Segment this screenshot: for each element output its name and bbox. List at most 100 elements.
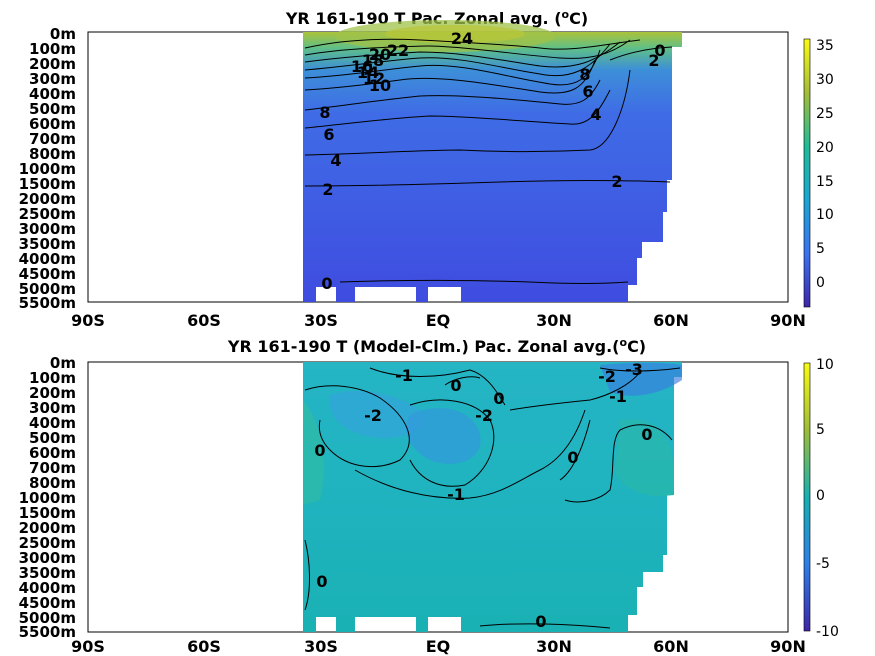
panel2-ytick: 300m: [29, 399, 76, 417]
svg-text:-5: -5: [816, 556, 830, 572]
svg-text:15: 15: [816, 174, 834, 190]
panel1-contours: [304, 38, 673, 284]
panel1-ytick: 1500m: [19, 175, 76, 193]
svg-text:2: 2: [322, 180, 333, 199]
panel1-xtick: EQ: [426, 311, 451, 330]
panel1-ytick: 2000m: [19, 190, 76, 208]
panel1-ytick: 5500m: [19, 294, 76, 312]
svg-text:5: 5: [816, 241, 825, 257]
panel1-ytick: 5000m: [19, 280, 76, 298]
panel1-x-axis: 90S 60S 30S EQ 30N 60N 90N: [71, 311, 806, 330]
panel1-ytick: 1000m: [19, 160, 76, 178]
panel1-ytick: 400m: [29, 85, 76, 103]
panel1-xtick: 90N: [770, 311, 806, 330]
panel2-contours: [304, 367, 681, 629]
svg-text:-2: -2: [598, 367, 616, 386]
panel2-ytick: 2000m: [19, 519, 76, 537]
panel2-ytick: 2500m: [19, 534, 76, 552]
svg-text:4: 4: [330, 151, 341, 170]
panel2-ytick: 0m: [50, 354, 76, 372]
svg-text:14: 14: [357, 63, 379, 82]
panel2-ytick: 600m: [29, 444, 76, 462]
svg-text:6: 6: [323, 125, 334, 144]
panel2-ytick: 4500m: [19, 594, 76, 612]
svg-text:2: 2: [611, 172, 622, 191]
panel2-x-axis: 90S 60S 30S EQ 30N 60N 90N: [71, 637, 806, 656]
panel-temperature: YR 161-190 T Pac. Zonal avg. (oC) 24 22: [19, 8, 834, 330]
panel1-ytick: 800m: [29, 145, 76, 163]
panel2-ytick: 3000m: [19, 549, 76, 567]
svg-text:30: 30: [816, 72, 834, 88]
panel2-title: YR 161-190 T (Model-Clm.) Pac. Zonal avg…: [227, 336, 646, 356]
svg-text:-3: -3: [625, 360, 643, 379]
panel1-xtick: 30N: [536, 311, 572, 330]
svg-text:0: 0: [450, 376, 461, 395]
panel1-xtick: 30S: [304, 311, 338, 330]
svg-text:2: 2: [648, 51, 659, 70]
panel1-ytick: 700m: [29, 130, 76, 148]
panel2-cold-blob: [329, 390, 423, 439]
svg-text:25: 25: [816, 106, 834, 122]
panel1-ytick: 200m: [29, 55, 76, 73]
panel1-ytick: 2500m: [19, 205, 76, 223]
svg-text:0: 0: [816, 275, 825, 291]
panel2-ytick: 100m: [29, 369, 76, 387]
svg-text:-1: -1: [447, 485, 465, 504]
svg-text:0: 0: [535, 612, 546, 631]
panel2-ytick: 700m: [29, 459, 76, 477]
panel1-ytick: 600m: [29, 115, 76, 133]
svg-text:0: 0: [321, 274, 332, 293]
panel2-xtick: 90S: [71, 637, 105, 656]
panel2-y-axis: 0m 100m 200m 300m 400m 500m 600m 700m 80…: [19, 354, 76, 641]
panel2-cold-blob: [406, 407, 481, 464]
svg-text:-1: -1: [609, 387, 627, 406]
svg-text:0: 0: [816, 488, 825, 504]
panel1-ytick: 4500m: [19, 265, 76, 283]
svg-text:16: 16: [351, 57, 373, 76]
svg-text:20: 20: [369, 45, 391, 64]
panel1-xtick: 60N: [653, 311, 689, 330]
svg-text:-10: -10: [816, 624, 839, 640]
svg-text:22: 22: [387, 41, 409, 60]
panel2-xtick: 30N: [536, 637, 572, 656]
svg-text:8: 8: [319, 103, 330, 122]
svg-text:0: 0: [493, 389, 504, 408]
panel1-ytick: 100m: [29, 40, 76, 58]
panel2-ytick: 200m: [29, 384, 76, 402]
panel1-field: [303, 32, 682, 302]
svg-text:35: 35: [816, 38, 834, 54]
panel1-warm-core: [385, 25, 525, 43]
panel2-ytick: 5000m: [19, 609, 76, 627]
svg-text:-2: -2: [475, 406, 493, 425]
panel2-ytick: 4000m: [19, 579, 76, 597]
panel2-xtick: 30S: [304, 637, 338, 656]
svg-text:0: 0: [314, 441, 325, 460]
panel1-y-axis: 0m 100m 200m 300m 400m 500m 600m 700m 80…: [19, 25, 76, 312]
panel2-xtick: 60S: [187, 637, 221, 656]
svg-text:4: 4: [590, 105, 601, 124]
panel1-contour-labels: 24 22 20 18 16 14 12 10 8 6 4 2 0 0 2 4 …: [319, 29, 665, 293]
panel2-warm-blob: [615, 419, 674, 497]
svg-text:0: 0: [641, 425, 652, 444]
svg-text:0: 0: [316, 572, 327, 591]
svg-text:6: 6: [582, 82, 593, 101]
svg-text:12: 12: [363, 69, 385, 88]
panel1-xtick: 90S: [71, 311, 105, 330]
svg-text:8: 8: [579, 65, 590, 84]
panel2-ytick: 400m: [29, 414, 76, 432]
panel1-ytick: 3500m: [19, 235, 76, 253]
panel2-ytick: 800m: [29, 474, 76, 492]
svg-text:18: 18: [362, 51, 384, 70]
panel1-colorbar-ticks: 35 30 25 20 15 10 5 0: [816, 38, 834, 291]
panel1-xtick: 60S: [187, 311, 221, 330]
panel1-ytick: 4000m: [19, 250, 76, 268]
panel2-ytick: 500m: [29, 429, 76, 447]
panel2-colorbar-ticks: 10 5 0 -5 -10: [816, 357, 839, 640]
svg-text:5: 5: [816, 422, 825, 438]
svg-text:24: 24: [451, 29, 473, 48]
svg-text:20: 20: [816, 140, 834, 156]
svg-text:10: 10: [816, 357, 834, 373]
svg-text:10: 10: [369, 76, 391, 95]
